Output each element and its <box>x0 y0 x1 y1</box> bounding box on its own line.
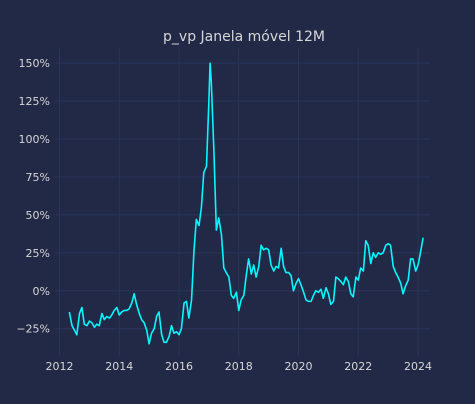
chart-title: p_vp Janela móvel 12M <box>163 29 325 45</box>
grid <box>55 48 430 356</box>
y-tick-label: −25% <box>16 323 50 336</box>
x-tick-label: 2016 <box>165 360 193 373</box>
x-tick-label: 2014 <box>105 360 133 373</box>
x-tick-label: 2012 <box>45 360 73 373</box>
series-line <box>68 62 424 345</box>
x-axis-ticks: 2012 2014 2016 2018 2020 2022 2024 <box>45 360 432 373</box>
y-tick-label: 25% <box>26 247 50 260</box>
y-tick-label: 75% <box>26 171 50 184</box>
y-tick-label: 50% <box>26 209 50 222</box>
y-tick-label: 125% <box>19 95 50 108</box>
x-tick-label: 2020 <box>285 360 313 373</box>
y-tick-label: 150% <box>19 57 50 70</box>
x-tick-label: 2024 <box>404 360 432 373</box>
y-axis-ticks: −25% 0% 25% 50% 75% 100% 125% 150% <box>16 57 50 336</box>
x-tick-label: 2018 <box>225 360 253 373</box>
y-tick-label: 100% <box>19 133 50 146</box>
series-layer <box>68 62 424 345</box>
y-tick-label: 0% <box>33 285 50 298</box>
x-tick-label: 2022 <box>344 360 372 373</box>
